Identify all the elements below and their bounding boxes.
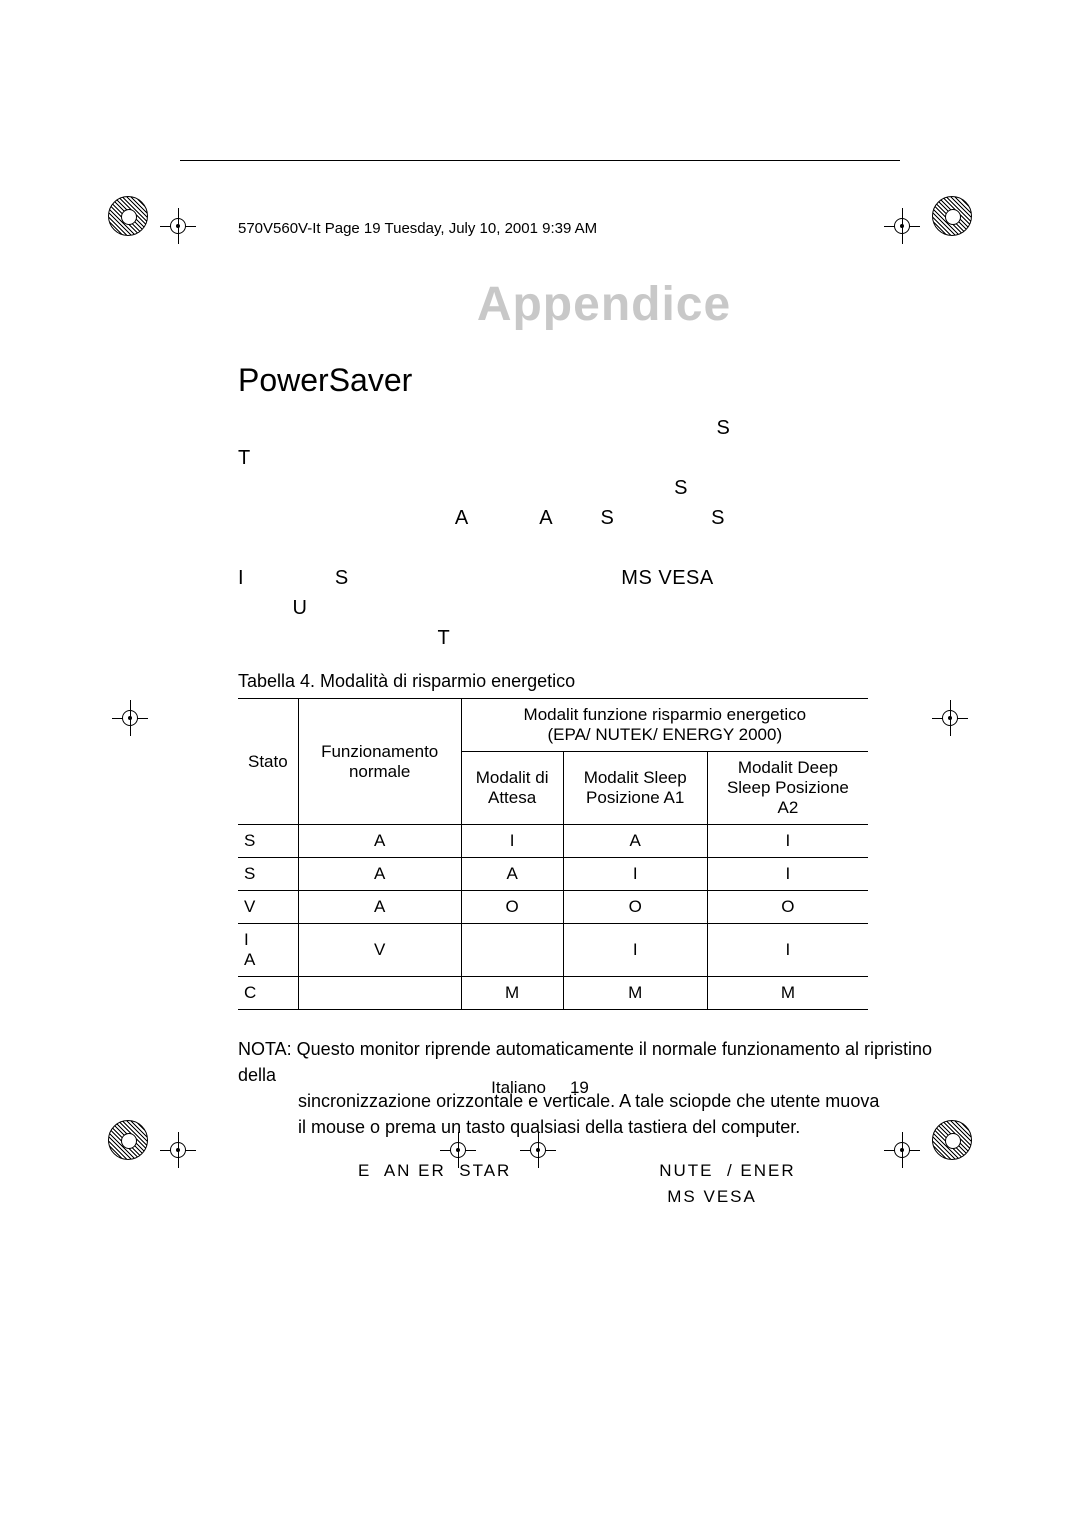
table-cell: I bbox=[707, 924, 868, 977]
footer-lang: Italiano bbox=[491, 1078, 546, 1097]
chapter-title: Appendice bbox=[238, 277, 970, 332]
table-cell: I bbox=[707, 858, 868, 891]
page-footer: Italiano 19 bbox=[0, 1078, 1080, 1098]
table-cell: I bbox=[461, 825, 563, 858]
table-row: VAOOO bbox=[238, 891, 868, 924]
col-header-deepsleep: Modalit Deep Sleep Posizione A2 bbox=[707, 752, 868, 825]
crop-dot bbox=[160, 208, 196, 244]
table-cell: M bbox=[563, 977, 707, 1010]
group-top: Modalit funzione risparmio energetico bbox=[524, 705, 807, 724]
col-header-normale: Funzionamento normale bbox=[298, 699, 461, 825]
table-cell: A bbox=[563, 825, 707, 858]
table-row: SAAII bbox=[238, 858, 868, 891]
crop-hatch-bot-left bbox=[108, 1120, 164, 1176]
content-area: 570V560V-It Page 19 Tuesday, July 10, 20… bbox=[238, 220, 970, 1210]
table-cell: O bbox=[707, 891, 868, 924]
table-cell: C bbox=[238, 977, 298, 1010]
running-head: 570V560V-It Page 19 Tuesday, July 10, 20… bbox=[238, 220, 970, 237]
col-header-sleep: Modalit Sleep Posizione A1 bbox=[563, 752, 707, 825]
sparse-text-block: S T S A A S S I S bbox=[238, 413, 970, 653]
power-table: Stato Funzionamento normale Modalit funz… bbox=[238, 698, 868, 1010]
table-cell: A bbox=[298, 858, 461, 891]
page: 570V560V-It Page 19 Tuesday, July 10, 20… bbox=[0, 0, 1080, 1528]
table-cell bbox=[298, 977, 461, 1010]
group-sub: (EPA/ NUTEK/ ENERGY 2000) bbox=[548, 725, 783, 744]
crop-dot bbox=[112, 700, 148, 736]
table-row: CMMM bbox=[238, 977, 868, 1010]
table-cell: O bbox=[563, 891, 707, 924]
table-row: SAIAI bbox=[238, 825, 868, 858]
table-cell: V bbox=[298, 924, 461, 977]
table-cell: S bbox=[238, 825, 298, 858]
table-cell: A bbox=[298, 825, 461, 858]
table-cell: I bbox=[707, 825, 868, 858]
table-caption: Tabella 4. Modalità di risparmio energet… bbox=[238, 671, 970, 692]
footer-page: 19 bbox=[570, 1078, 589, 1097]
note-line3: il mouse o prema un tasto qualsiasi dell… bbox=[298, 1114, 970, 1140]
table-cell: A bbox=[461, 858, 563, 891]
table-cell: S bbox=[238, 858, 298, 891]
table-cell: V bbox=[238, 891, 298, 924]
table-cell: I bbox=[563, 924, 707, 977]
col-header-attesa: Modalit di Attesa bbox=[461, 752, 563, 825]
table-row: IAV II bbox=[238, 924, 868, 977]
table-cell: M bbox=[707, 977, 868, 1010]
section-title: PowerSaver bbox=[238, 362, 970, 399]
col-header-group: Modalit funzione risparmio energetico (E… bbox=[461, 699, 868, 752]
table-cell: M bbox=[461, 977, 563, 1010]
sparse-text-block-2: E AN ER STAR NUTE / ENER MS VESA bbox=[358, 1158, 970, 1210]
table-cell: IA bbox=[238, 924, 298, 977]
table-cell: I bbox=[563, 858, 707, 891]
table-cell: A bbox=[298, 891, 461, 924]
frame-rule-top bbox=[180, 160, 900, 161]
crop-dot bbox=[160, 1132, 196, 1168]
table-cell bbox=[461, 924, 563, 977]
table-cell: O bbox=[461, 891, 563, 924]
col-header-stato: Stato bbox=[238, 699, 298, 825]
crop-hatch-top-left bbox=[108, 196, 164, 252]
